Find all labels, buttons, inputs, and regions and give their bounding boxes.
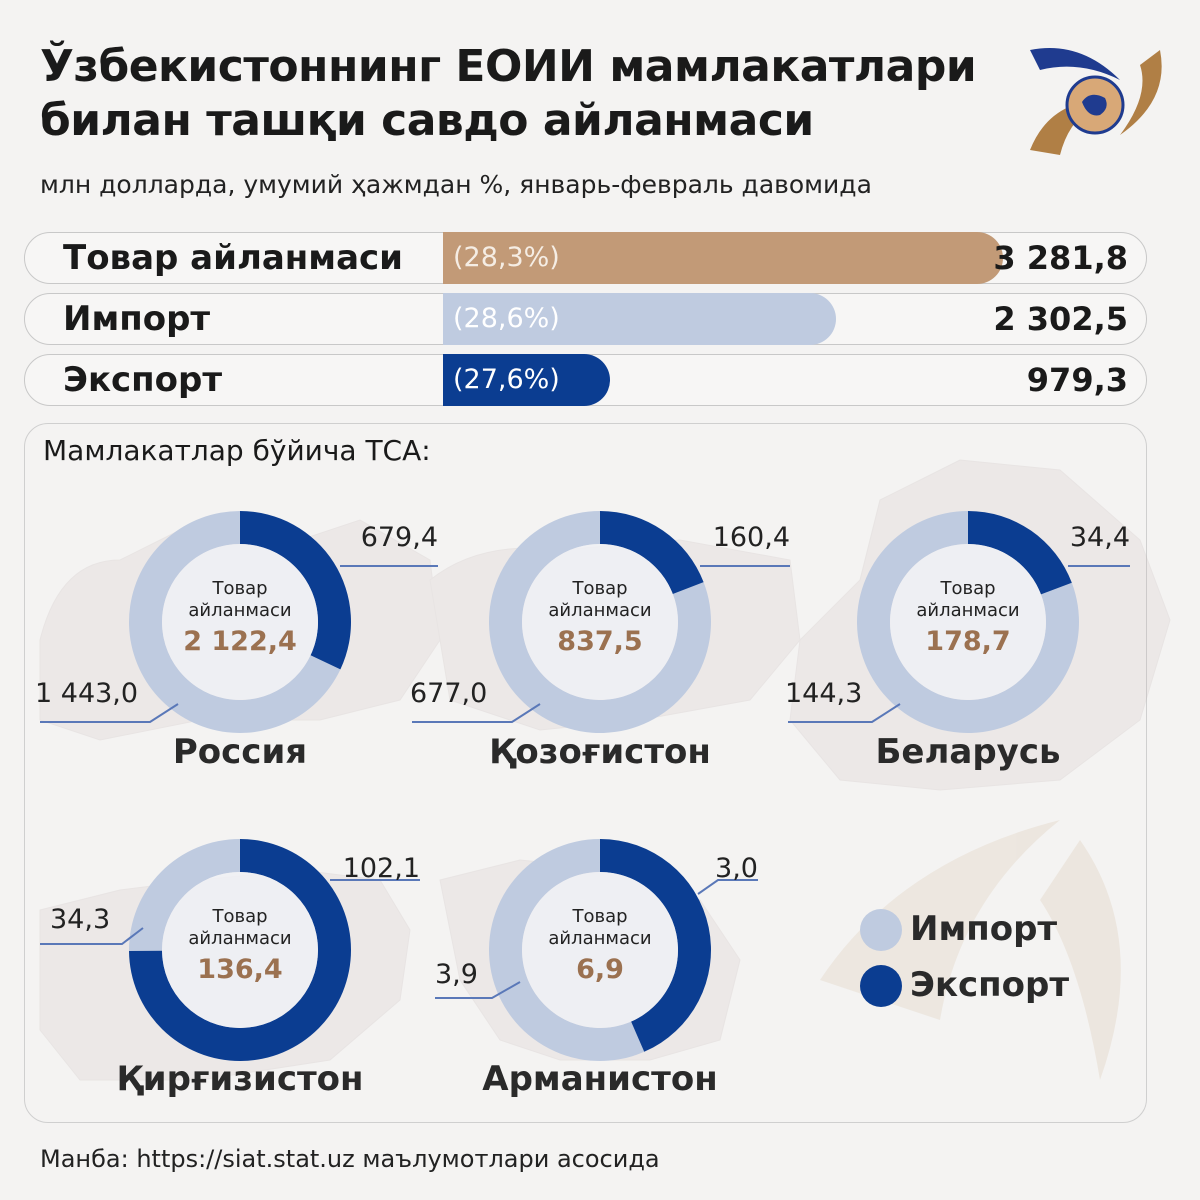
export-value-label: 3,0	[715, 853, 758, 884]
export-slice	[600, 511, 704, 594]
eaeu-logo	[1030, 48, 1162, 155]
donut-hole	[890, 544, 1046, 700]
total-value: 837,5	[557, 626, 642, 657]
country-label: Қозоғистон	[489, 732, 711, 772]
import-value-label: 3,9	[435, 959, 478, 990]
summary-value: 3 281,8	[993, 239, 1128, 277]
export-value-label: 160,4	[713, 522, 790, 553]
page-title: Ўзбекистоннинг ЕОИИ мамлакатлари билан т…	[40, 40, 977, 148]
center-label: Товар	[211, 906, 267, 927]
import-slice	[489, 511, 712, 733]
export-slice	[968, 511, 1072, 595]
summary-row-import: Импорт (28,6%) 2 302,5	[24, 293, 1147, 345]
export-leader-line	[697, 879, 758, 895]
total-value: 2 122,4	[183, 626, 297, 657]
export-slice	[240, 511, 351, 670]
donut-hole	[162, 544, 318, 700]
center-label: айланмаси	[188, 600, 291, 621]
import-leader-line	[412, 703, 541, 723]
country-label: Россия	[173, 732, 307, 772]
total-value: 6,9	[576, 954, 624, 985]
country-label: Беларусь	[876, 732, 1061, 772]
donut-hole	[162, 872, 318, 1028]
legend-label-import: Импорт	[910, 909, 1058, 949]
import-slice	[129, 839, 240, 952]
summary-pct: (28,3%)	[453, 242, 560, 273]
legend-label-export: Экспорт	[910, 965, 1070, 1005]
center-label: Товар	[571, 578, 627, 599]
subtitle: млн долларда, умумий ҳажмдан %, январь-ф…	[40, 170, 872, 199]
import-value-label: 677,0	[410, 678, 487, 709]
summary-pct: (28,6%)	[453, 303, 560, 334]
donut-hole	[522, 544, 678, 700]
title-line-2: билан ташқи савдо айланмаси	[40, 95, 814, 146]
center-label: Товар	[939, 578, 995, 599]
countries-panel: Мамлакатлар бўйича ТСА:	[24, 423, 1147, 1123]
summary-value: 979,3	[1026, 361, 1128, 399]
import-value-label: 144,3	[785, 678, 862, 709]
import-leader-line	[40, 703, 179, 723]
import-value-label: 34,3	[50, 904, 110, 935]
import-leader-line	[435, 981, 521, 999]
export-value-label: 34,4	[1070, 522, 1130, 553]
panel-title: Мамлакатлар бўйича ТСА:	[43, 434, 431, 467]
center-label: Товар	[211, 578, 267, 599]
import-leader-line	[788, 703, 901, 723]
summary-bar: (28,6%)	[443, 293, 836, 345]
import-slice	[488, 839, 645, 1061]
total-value: 178,7	[925, 626, 1010, 657]
center-label: айланмаси	[548, 600, 651, 621]
import-slice	[129, 511, 341, 733]
donut-hole	[522, 872, 678, 1028]
country-label: Қирғизистон	[116, 1059, 363, 1099]
source-note: Манба: https://siat.stat.uz маълумотлари…	[40, 1145, 660, 1173]
import-value-label: 1 443,0	[35, 678, 138, 709]
center-label: Товар	[571, 906, 627, 927]
summary-value: 2 302,5	[993, 300, 1128, 338]
summary-row-export: Экспорт (27,6%) 979,3	[24, 354, 1147, 406]
summary-bar: (27,6%)	[443, 354, 610, 406]
title-line-1: Ўзбекистоннинг ЕОИИ мамлакатлари	[40, 41, 977, 92]
summary-label: Товар айланмаси	[63, 238, 403, 278]
watermark-logo-shape	[1040, 840, 1121, 1080]
export-slice	[600, 839, 711, 1052]
summary-row-turnover: Товар айланмаси (28,3%) 3 281,8	[24, 232, 1147, 284]
summary-bar: (28,3%)	[443, 232, 1003, 284]
center-label: айланмаси	[916, 600, 1019, 621]
total-value: 136,4	[197, 954, 282, 985]
center-label: айланмаси	[188, 928, 291, 949]
center-label: айланмаси	[548, 928, 651, 949]
export-slice	[129, 839, 351, 1061]
summary-label: Импорт	[63, 299, 211, 339]
summary-label: Экспорт	[63, 360, 223, 400]
country-label: Арманистон	[482, 1059, 717, 1099]
summary-pct: (27,6%)	[453, 364, 560, 395]
legend-swatch-import	[860, 909, 902, 951]
export-value-label: 102,1	[343, 853, 420, 884]
import-leader-line	[40, 927, 144, 945]
legend-swatch-export	[860, 965, 902, 1007]
import-slice	[857, 511, 1079, 733]
export-value-label: 679,4	[361, 522, 438, 553]
